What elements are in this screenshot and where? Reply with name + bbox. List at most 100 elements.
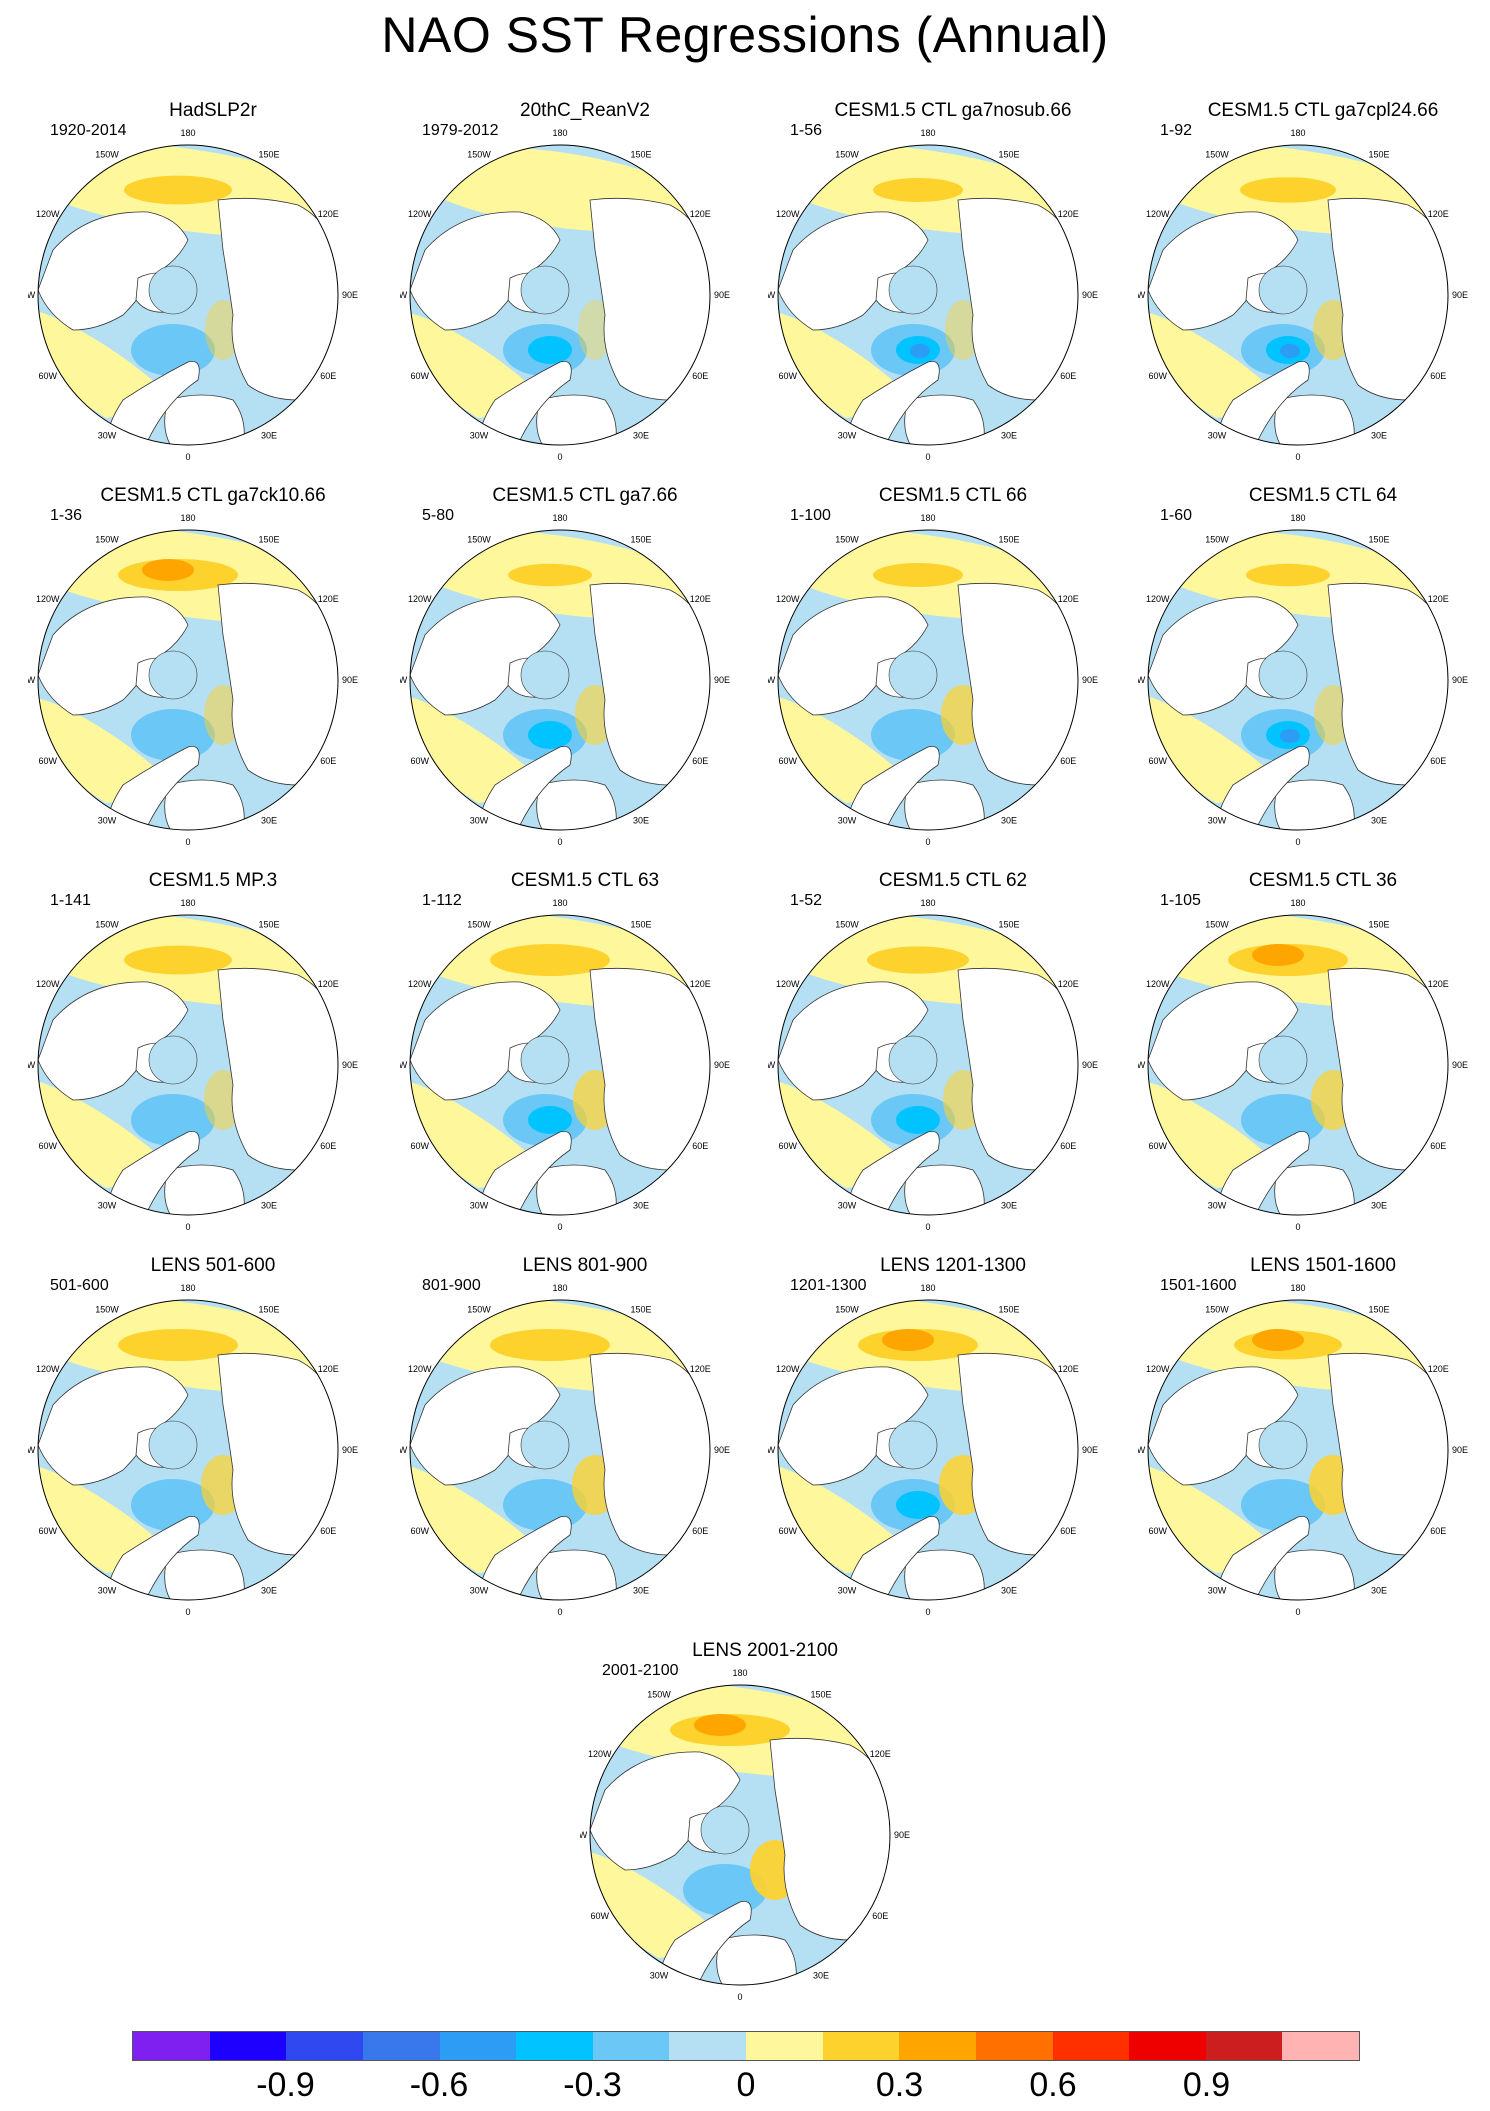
nordic-warm [204, 1070, 242, 1130]
lon-label: 60E [1430, 371, 1446, 381]
panel-title: CESM1.5 CTL 63 [510, 870, 660, 891]
lon-label: 30W [470, 430, 489, 440]
lon-label: 60E [320, 371, 336, 381]
panel-title: LENS 1201-1300 [880, 1255, 1026, 1276]
lon-label: 150W [467, 150, 491, 160]
sst-field [778, 915, 1078, 1215]
lon-label: 90E [1452, 1445, 1468, 1455]
map-panel: 180 150E 120E 90E 60E 30E 0 30W 60W 90W 120W 150W Ha… [28, 100, 398, 485]
lon-label: 0 [557, 1222, 562, 1232]
lon-label: 60E [1060, 1526, 1076, 1536]
lon-label: 60E [320, 1141, 336, 1151]
lon-label: 90W [400, 290, 408, 300]
subpolar-cold-core [528, 1106, 572, 1134]
arctic-ocean [1258, 265, 1308, 315]
subpolar-cold [131, 709, 215, 761]
land-2 [164, 779, 245, 830]
panel-period: 801-900 [422, 1277, 481, 1294]
map-panel: 180 150E 120E 90E 60E 30E 0 30W 60W 90W 120W 150W LE… [28, 1255, 398, 1640]
lon-label: 0 [1295, 1222, 1300, 1232]
lon-label: 150E [258, 920, 279, 930]
panel-title: LENS 801-900 [522, 1255, 648, 1276]
lon-label: 30W [470, 1585, 489, 1595]
sst-field [410, 530, 710, 830]
lon-label: 150W [835, 1305, 859, 1315]
map-panel: 180 150E 120E 90E 60E 30E 0 30W 60W 90W 120W 150W CE… [768, 100, 1138, 485]
arctic-ocean [520, 650, 570, 700]
lon-label: 180 [180, 513, 195, 523]
colorbar-cell [209, 2032, 287, 2060]
colorbar-cell [133, 2032, 210, 2060]
lon-label: 90W [400, 1060, 408, 1070]
lon-label: 150E [998, 1305, 1019, 1315]
sst-field [1148, 530, 1448, 830]
lon-label: 180 [180, 128, 195, 138]
map-panel: 180 150E 120E 90E 60E 30E 0 30W 60W 90W 120W 150W 20… [400, 100, 770, 485]
polar-map: 180 150E 120E 90E 60E 30E 0 30W 60W 90W 120W 150W [28, 1283, 358, 1617]
map-panel: 180 150E 120E 90E 60E 30E 0 30W 60W 90W 120W 150W CE… [1138, 100, 1490, 485]
lon-label: 60W [410, 756, 429, 766]
colorbar-cell [899, 2032, 976, 2060]
lon-label: 30W [838, 1200, 857, 1210]
map-panel: 180 150E 120E 90E 60E 30E 0 30W 60W 90W 120W 150W CE… [768, 485, 1138, 870]
land-3 [478, 1516, 572, 1600]
lon-label: 120W [776, 979, 800, 989]
lon-label: 90W [768, 290, 776, 300]
polar-map: 180 150E 120E 90E 60E 30E 0 30W 60W 90W 120W 150W [768, 1283, 1098, 1617]
sst-field [1148, 915, 1448, 1215]
arctic-ocean [1258, 1035, 1308, 1085]
arctic-ocean [148, 1420, 198, 1470]
lon-label: 30W [98, 1200, 117, 1210]
colorbar-cell [746, 2032, 823, 2060]
sst-field [38, 915, 338, 1215]
lon-label: 60E [1430, 1141, 1446, 1151]
nordic-warm [578, 300, 612, 360]
land-2 [164, 394, 245, 445]
subpolar-cold-peak [1280, 729, 1300, 743]
lon-label: 60W [778, 1141, 797, 1151]
land-2 [1274, 779, 1355, 830]
colorbar-cell [439, 2032, 517, 2060]
land-2 [536, 1549, 617, 1600]
lon-label: 0 [925, 1222, 930, 1232]
land-2 [164, 1549, 245, 1600]
colorbar [132, 2031, 1360, 2061]
pacific-core [124, 175, 232, 205]
lon-label: 0 [925, 1607, 930, 1617]
lon-label: 60E [1430, 1526, 1446, 1536]
subpolar-cold-peak [910, 344, 930, 358]
panel-period: 2001-2100 [602, 1662, 679, 1679]
lon-label: 60E [692, 1526, 708, 1536]
lon-label: 120W [408, 1364, 432, 1374]
lon-label: 0 [737, 1992, 742, 2002]
lon-label: 90W [400, 1445, 408, 1455]
polar-map: 180 150E 120E 90E 60E 30E 0 30W 60W 90W 120W 150W [1138, 513, 1468, 847]
arctic-ocean [888, 265, 938, 315]
lon-label: 30W [1208, 430, 1227, 440]
map-panel: 180 150E 120E 90E 60E 30E 0 30W 60W 90W 120W 150W LE… [400, 1255, 770, 1640]
colorbar-cell [1205, 2032, 1283, 2060]
lon-label: 150W [647, 1690, 671, 1700]
lon-label: 150E [630, 1305, 651, 1315]
lon-label: 150E [258, 535, 279, 545]
map-outline [37, 144, 339, 446]
lon-label: 120E [1428, 1364, 1449, 1374]
lon-label: 150W [467, 920, 491, 930]
lon-label: 150E [998, 535, 1019, 545]
lon-label: 30W [838, 1585, 857, 1595]
lon-label: 150E [630, 150, 651, 160]
lon-label: 30E [633, 1585, 649, 1595]
lon-label: 180 [1290, 128, 1305, 138]
colorbar-cell [822, 2032, 900, 2060]
lon-label: 30W [98, 815, 117, 825]
lon-label: 150E [258, 1305, 279, 1315]
pacific-core [490, 1329, 610, 1361]
lon-label: 0 [925, 837, 930, 847]
panel-period: 5-80 [422, 507, 455, 524]
panel-period: 501-600 [50, 1277, 109, 1294]
subpolar-cold [131, 1094, 215, 1146]
land-2 [536, 1164, 617, 1215]
polar-map: 180 150E 120E 90E 60E 30E 0 30W 60W 90W 120W 150W [400, 128, 730, 462]
polar-map: 180 150E 120E 90E 60E 30E 0 30W 60W 90W 120W 150W [28, 898, 358, 1232]
lon-label: 120E [318, 594, 339, 604]
